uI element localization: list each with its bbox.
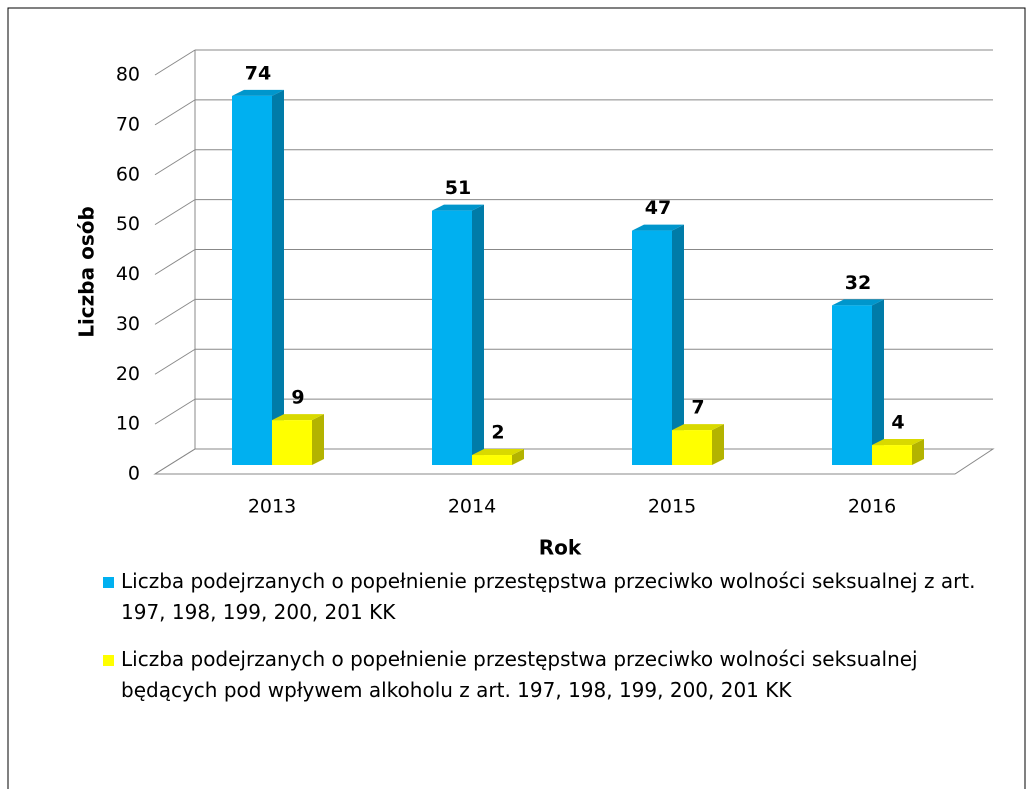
tick-mark (154, 199, 196, 226)
legend-label: Liczba podejrzanych o popełnienie przest… (121, 647, 918, 702)
data-label: 2 (491, 422, 504, 444)
bar-top (432, 204, 484, 211)
data-label: 47 (645, 197, 671, 219)
y-tick-label: 80 (116, 64, 140, 86)
chart-border (7, 7, 1026, 789)
bar-top (232, 89, 284, 96)
tick-mark (154, 298, 196, 325)
bar-side (672, 224, 684, 465)
bar-top (672, 424, 724, 431)
y-tick-label: 70 (116, 113, 140, 135)
bar-top (872, 439, 924, 446)
y-axis-title: Liczba osób (75, 206, 99, 338)
tick-mark (154, 448, 196, 475)
legend: Liczba podejrzanych o popełnienie przest… (103, 566, 983, 722)
tick-mark (154, 99, 196, 126)
bar-side (872, 299, 884, 465)
data-label: 9 (291, 387, 304, 409)
bar-side (272, 89, 284, 466)
y-tick-label: 20 (116, 363, 140, 385)
data-label: 51 (445, 177, 471, 199)
tick-mark (154, 249, 196, 275)
bar-top (832, 299, 884, 306)
y-tick-label: 40 (116, 263, 140, 285)
bar-top (632, 224, 684, 231)
y-tick-label: 0 (128, 463, 140, 485)
y-tick-label: 60 (116, 163, 140, 185)
tick-mark (154, 348, 196, 375)
bar (672, 430, 712, 465)
legend-label: Liczba podejrzanych o popełnienie przest… (121, 569, 976, 624)
bar-side (712, 424, 724, 465)
bar (832, 305, 872, 465)
bar (232, 95, 272, 466)
bar (472, 455, 512, 465)
y-tick-label: 50 (116, 213, 140, 235)
bar-top (272, 414, 324, 421)
data-label: 4 (891, 412, 904, 434)
bar (432, 210, 472, 465)
legend-item: Liczba podejrzanych o popełnienie przest… (103, 566, 983, 628)
bar-side (512, 449, 524, 465)
legend-swatch (103, 577, 114, 588)
x-axis-title: Rok (539, 536, 582, 560)
x-tick-label: 2015 (648, 496, 696, 518)
y-tick-label: 30 (116, 313, 140, 335)
data-label: 32 (845, 272, 871, 294)
data-label: 74 (245, 62, 271, 84)
tick-mark (154, 398, 196, 425)
bar-top (472, 449, 524, 456)
tick-mark (154, 49, 196, 76)
legend-item: Liczba podejrzanych o popełnienie przest… (103, 644, 983, 706)
y-tick-label: 10 (116, 413, 140, 435)
legend-swatch (103, 655, 114, 666)
bar-side (912, 439, 924, 465)
data-label: 7 (691, 397, 704, 419)
bar (632, 230, 672, 465)
x-tick-label: 2013 (248, 496, 296, 518)
bar (272, 420, 312, 465)
tick-mark (154, 149, 196, 176)
bar-side (312, 414, 324, 465)
bar-side (472, 204, 484, 465)
bar (872, 445, 912, 465)
x-tick-label: 2016 (848, 496, 896, 518)
x-tick-label: 2014 (448, 496, 496, 518)
